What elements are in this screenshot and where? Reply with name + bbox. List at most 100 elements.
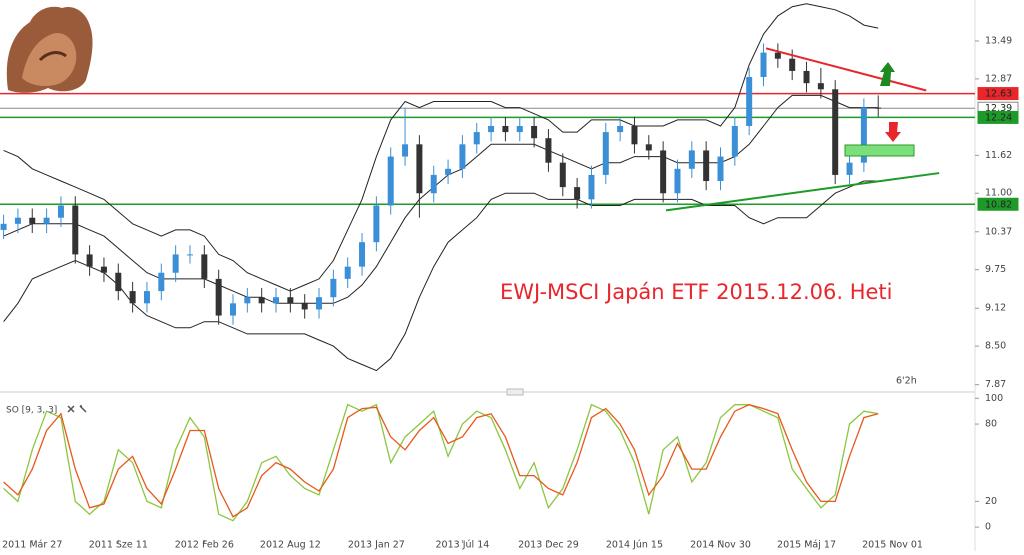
oscillator-line	[3, 403, 879, 522]
candle-body	[617, 125, 624, 133]
x-tick-label: 2015 Máj 17	[777, 540, 836, 551]
candle-body	[244, 297, 251, 304]
candle-body	[172, 254, 179, 273]
candle-body	[731, 125, 738, 157]
x-tick-label: 2013 Júl 14	[436, 540, 490, 551]
settings-icon[interactable]	[79, 405, 87, 413]
candle-body	[387, 156, 394, 206]
x-tick-label: 2013 Dec 29	[518, 540, 579, 551]
candle-body	[488, 125, 495, 133]
y-tick-label: 13.49	[985, 35, 1012, 46]
y-tick-label: 100	[985, 393, 1003, 404]
candle-body	[473, 132, 480, 145]
candle-body	[631, 125, 638, 145]
candle-body	[832, 89, 839, 175]
y-tick-label: 80	[985, 419, 997, 430]
x-tick-label: 2014 Nov 30	[690, 540, 751, 551]
timeframe-label: 6'2h	[896, 376, 917, 387]
candle-body	[416, 144, 423, 194]
chart-annotation: EWJ-MSCI Japán ETF 2015.12.06. Heti	[500, 280, 893, 304]
close-icon[interactable]	[67, 405, 75, 413]
candle-body	[143, 291, 150, 304]
candle-body	[14, 217, 21, 224]
indicator-title: SO [9, 3, 3]	[6, 406, 57, 416]
candle-body	[72, 205, 79, 255]
y-tick-label: 9.75	[985, 264, 1006, 275]
target-box	[844, 144, 915, 157]
candle-body	[860, 107, 867, 163]
y-tick-label: 7.87	[985, 379, 1006, 390]
candle-body	[158, 272, 165, 292]
price-panel: 13.49 12.87 11.62 11.00 10.37 9.75 9.12 8.50 7.8…	[0, 3, 1019, 390]
x-tick-label: 2012 Feb 26	[175, 540, 234, 551]
candle-body	[803, 70, 810, 84]
candle-body	[29, 217, 36, 224]
candle-body	[57, 205, 64, 218]
y-tick-label: 20	[985, 496, 997, 507]
candle-body	[688, 150, 695, 169]
trend-line	[765, 47, 927, 92]
candle-body	[645, 144, 652, 151]
candle-body	[545, 138, 552, 163]
candle-body	[344, 266, 351, 279]
candle-body	[531, 125, 538, 139]
candle-body	[229, 303, 236, 316]
candle-body	[602, 132, 609, 175]
y-tick-label: 10.37	[985, 226, 1012, 237]
candle-body	[459, 144, 466, 169]
candle-body	[660, 150, 667, 194]
candle-body	[273, 297, 280, 304]
trend-line	[665, 172, 940, 212]
level-label: 12.39	[985, 103, 1012, 114]
candle-body	[316, 297, 323, 310]
y-tick-label: 8.50	[985, 341, 1006, 352]
x-tick-label: 2013 Jan 27	[348, 540, 405, 551]
candle-body	[502, 125, 509, 133]
band-line	[3, 3, 879, 292]
level-label-box	[977, 197, 1019, 211]
band-line	[3, 180, 879, 372]
candle-body	[703, 150, 710, 182]
level-label: 12.24	[985, 112, 1012, 123]
candle-body	[588, 174, 595, 200]
candle-body	[215, 278, 222, 316]
candle-body	[445, 168, 452, 175]
y-tick-label: 11.62	[985, 150, 1012, 161]
candle-body	[674, 168, 681, 194]
candle-body	[746, 77, 753, 126]
candle-body	[129, 291, 136, 304]
up-arrow	[880, 62, 895, 86]
y-tick-label: 11.00	[985, 188, 1012, 199]
x-tick-label: 2011 Sze 11	[89, 540, 148, 551]
oscillator-panel: 100 80 20 0 2011 Már 27 2011 Sze 11 2012 Feb 2…	[2, 393, 1003, 551]
candle-body	[258, 297, 265, 304]
candle-body	[774, 52, 781, 59]
down-arrow	[885, 122, 901, 142]
candle-body	[373, 205, 380, 243]
candle-body	[287, 297, 294, 304]
candle-body	[574, 187, 581, 200]
level-label: 10.82	[985, 199, 1012, 210]
candle-body	[100, 266, 107, 273]
candle-body	[359, 242, 366, 267]
x-tick-label: 2015 Nov 01	[862, 540, 923, 551]
candle-body	[430, 174, 437, 194]
oscillator-line	[3, 404, 879, 518]
candle-body	[201, 254, 208, 279]
y-tick-label: 0	[985, 522, 991, 533]
panel-handle[interactable]	[506, 388, 524, 396]
candle-body	[789, 58, 796, 71]
candle-body	[115, 272, 122, 292]
y-tick-label: 12.87	[985, 73, 1012, 84]
candle-body	[330, 278, 337, 298]
x-tick-label: 2011 Már 27	[2, 540, 62, 551]
candle-body	[0, 223, 7, 230]
level-label-box	[977, 110, 1019, 124]
candle-body	[717, 156, 724, 182]
candle-body	[817, 83, 824, 90]
candle-body	[186, 254, 193, 256]
y-tick-label: 9.12	[985, 303, 1006, 314]
candle-body	[301, 303, 308, 310]
